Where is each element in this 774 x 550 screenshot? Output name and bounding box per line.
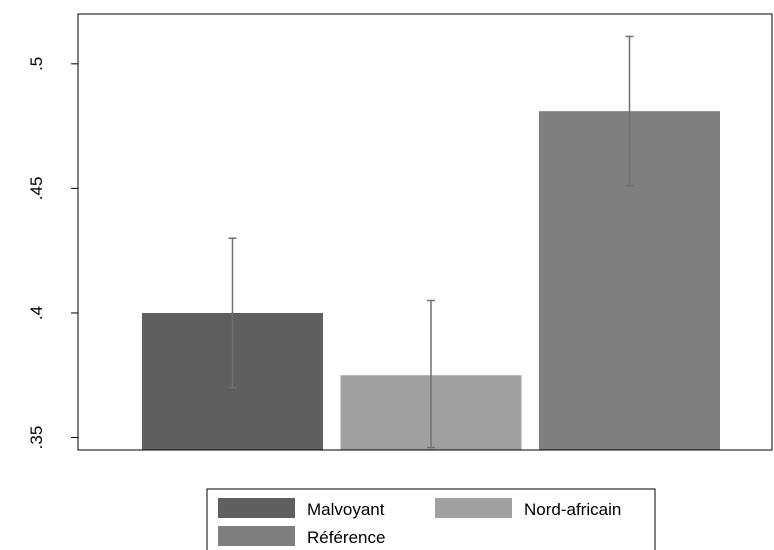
y-tick-label: .35 — [27, 426, 46, 450]
legend-swatch — [435, 498, 512, 518]
plot-frame — [77, 13, 773, 451]
error-bars-layer — [228, 35, 634, 449]
legend-label: Nord-africain — [524, 500, 621, 519]
y-tick-label: .45 — [27, 177, 46, 201]
legend-label: Malvoyant — [307, 500, 385, 519]
legend-swatch — [218, 526, 295, 546]
legend-swatch — [218, 498, 295, 518]
y-tick-label: .5 — [27, 57, 46, 71]
y-axis: .35 .4 .45 .5 — [27, 57, 78, 450]
legend: Malvoyant Nord-africain Référence — [206, 488, 656, 550]
legend-label: Référence — [307, 528, 385, 547]
y-tick-label: .4 — [27, 306, 46, 320]
